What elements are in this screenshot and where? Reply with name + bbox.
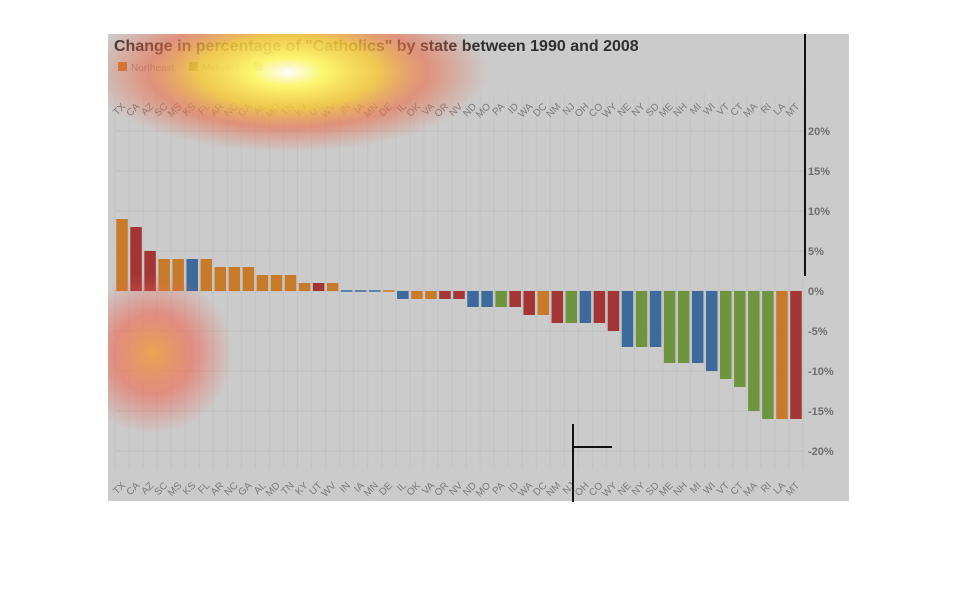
bar-ca [130, 227, 142, 291]
y-tick-label: 20% [808, 126, 830, 138]
y-tick-label: -20% [808, 446, 834, 458]
bar-id [509, 291, 521, 307]
bar-ky [298, 283, 311, 291]
y-tick-label: -15% [808, 406, 834, 418]
heatmap-blob [108, 34, 488, 152]
category-label-top: MA [742, 101, 761, 120]
category-label-top: NH [672, 101, 690, 119]
category-label-top: PA [491, 101, 508, 118]
cursor-marker-vertical [572, 424, 574, 502]
bar-ma [748, 291, 760, 411]
y-tick-label: 15% [808, 166, 830, 178]
category-label-bottom: PA [491, 480, 508, 497]
category-label-top: MT [784, 101, 802, 119]
bar-va [425, 291, 437, 299]
bar-ms [172, 259, 184, 291]
bar-ia [354, 290, 367, 292]
bar-dc [537, 291, 550, 315]
chart: TXCAAZSCMSKSFLARNCGAALMDTNKYUTWVINIAMNDE… [108, 34, 834, 500]
bar-oh [579, 291, 592, 323]
bar-nm [551, 291, 564, 323]
bar-ny [635, 291, 648, 347]
bar-il [397, 291, 409, 299]
bar-co [593, 291, 606, 323]
bar-nj [565, 291, 578, 323]
bar-ct [734, 291, 746, 387]
bar-wy [607, 291, 620, 331]
bar-wv [326, 283, 339, 291]
bar-mi [691, 291, 704, 363]
chart-panel: TXCAAZSCMSKSFLARNCGAALMDTNKYUTWVINIAMNDE… [108, 34, 849, 501]
y-tick-label: -5% [808, 326, 828, 338]
bar-sd [649, 291, 662, 347]
y-tick-label: -10% [808, 366, 834, 378]
cursor-marker-horizontal [572, 446, 612, 448]
bar-md [270, 275, 283, 291]
y-tick-label: 0% [808, 286, 824, 298]
bar-in [340, 290, 353, 292]
category-label-bottom: WV [320, 480, 339, 499]
category-label-bottom: IN [338, 480, 353, 495]
category-label-bottom: MA [742, 480, 761, 499]
bar-ga [242, 267, 255, 291]
bar-la [776, 291, 788, 419]
bar-mo [481, 291, 493, 307]
bar-me [663, 291, 676, 363]
bar-tn [284, 275, 297, 291]
bar-mt [790, 291, 802, 419]
bar-ut [312, 283, 325, 291]
y-tick-label: 5% [808, 246, 824, 258]
vertical-marker-line [804, 34, 806, 276]
y-tick-label: 10% [808, 206, 830, 218]
bar-wa [523, 291, 535, 315]
bar-or [439, 291, 451, 299]
heatmap-blob [108, 274, 233, 434]
bar-vt [720, 291, 732, 379]
category-label-bottom: MT [784, 480, 802, 498]
bar-ar [214, 267, 227, 291]
bar-de [383, 290, 395, 292]
bar-ri [762, 291, 774, 419]
bar-ks [186, 259, 198, 291]
bar-az [144, 251, 156, 291]
y-axis-ticks: 20% 15% 10% 5% 0% -5% -10% -15% -20% [808, 126, 834, 458]
bar-pa [495, 291, 507, 307]
bar-nc [228, 267, 241, 291]
bar-ok [411, 291, 423, 299]
bar-mn [368, 290, 381, 292]
category-label-bottom: DE [377, 480, 395, 498]
bar-ne [621, 291, 634, 347]
bar-nd [467, 291, 479, 307]
bar-al [256, 275, 269, 291]
bar-tx [116, 219, 128, 291]
bar-wi [705, 291, 718, 371]
bar-nv [453, 291, 465, 299]
category-label-bottom: NH [672, 480, 690, 498]
bar-nh [677, 291, 690, 363]
bar-fl [200, 259, 213, 291]
